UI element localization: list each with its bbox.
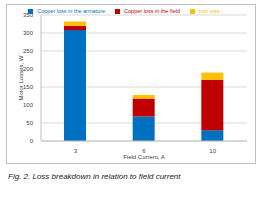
html-text:Copper loss in the field: Copper loss in the field xyxy=(124,8,180,14)
svg-text:350: 350 xyxy=(23,12,34,18)
svg-text:150: 150 xyxy=(23,84,34,90)
html-text:Fig. 2. Loss breakdown in rela: Fig. 2. Loss breakdown in relation to fi… xyxy=(8,172,181,181)
svg-text:3: 3 xyxy=(74,148,78,154)
svg-text:Motor Losses, W: Motor Losses, W xyxy=(18,55,24,100)
svg-text:100: 100 xyxy=(23,102,34,108)
svg-text:10: 10 xyxy=(209,148,216,154)
html-text:Copper loss in the armature: Copper loss in the armature xyxy=(37,8,106,14)
svg-text:200: 200 xyxy=(23,66,34,72)
svg-text:0: 0 xyxy=(30,138,34,144)
svg-text:50: 50 xyxy=(26,120,33,126)
svg-text:6: 6 xyxy=(142,148,146,155)
svg-text:250: 250 xyxy=(23,48,34,54)
svg-text:Field Current, A: Field Current, A xyxy=(123,154,165,160)
svg-text:300: 300 xyxy=(23,30,34,36)
html-text:Iron loss: Iron loss xyxy=(199,8,220,14)
